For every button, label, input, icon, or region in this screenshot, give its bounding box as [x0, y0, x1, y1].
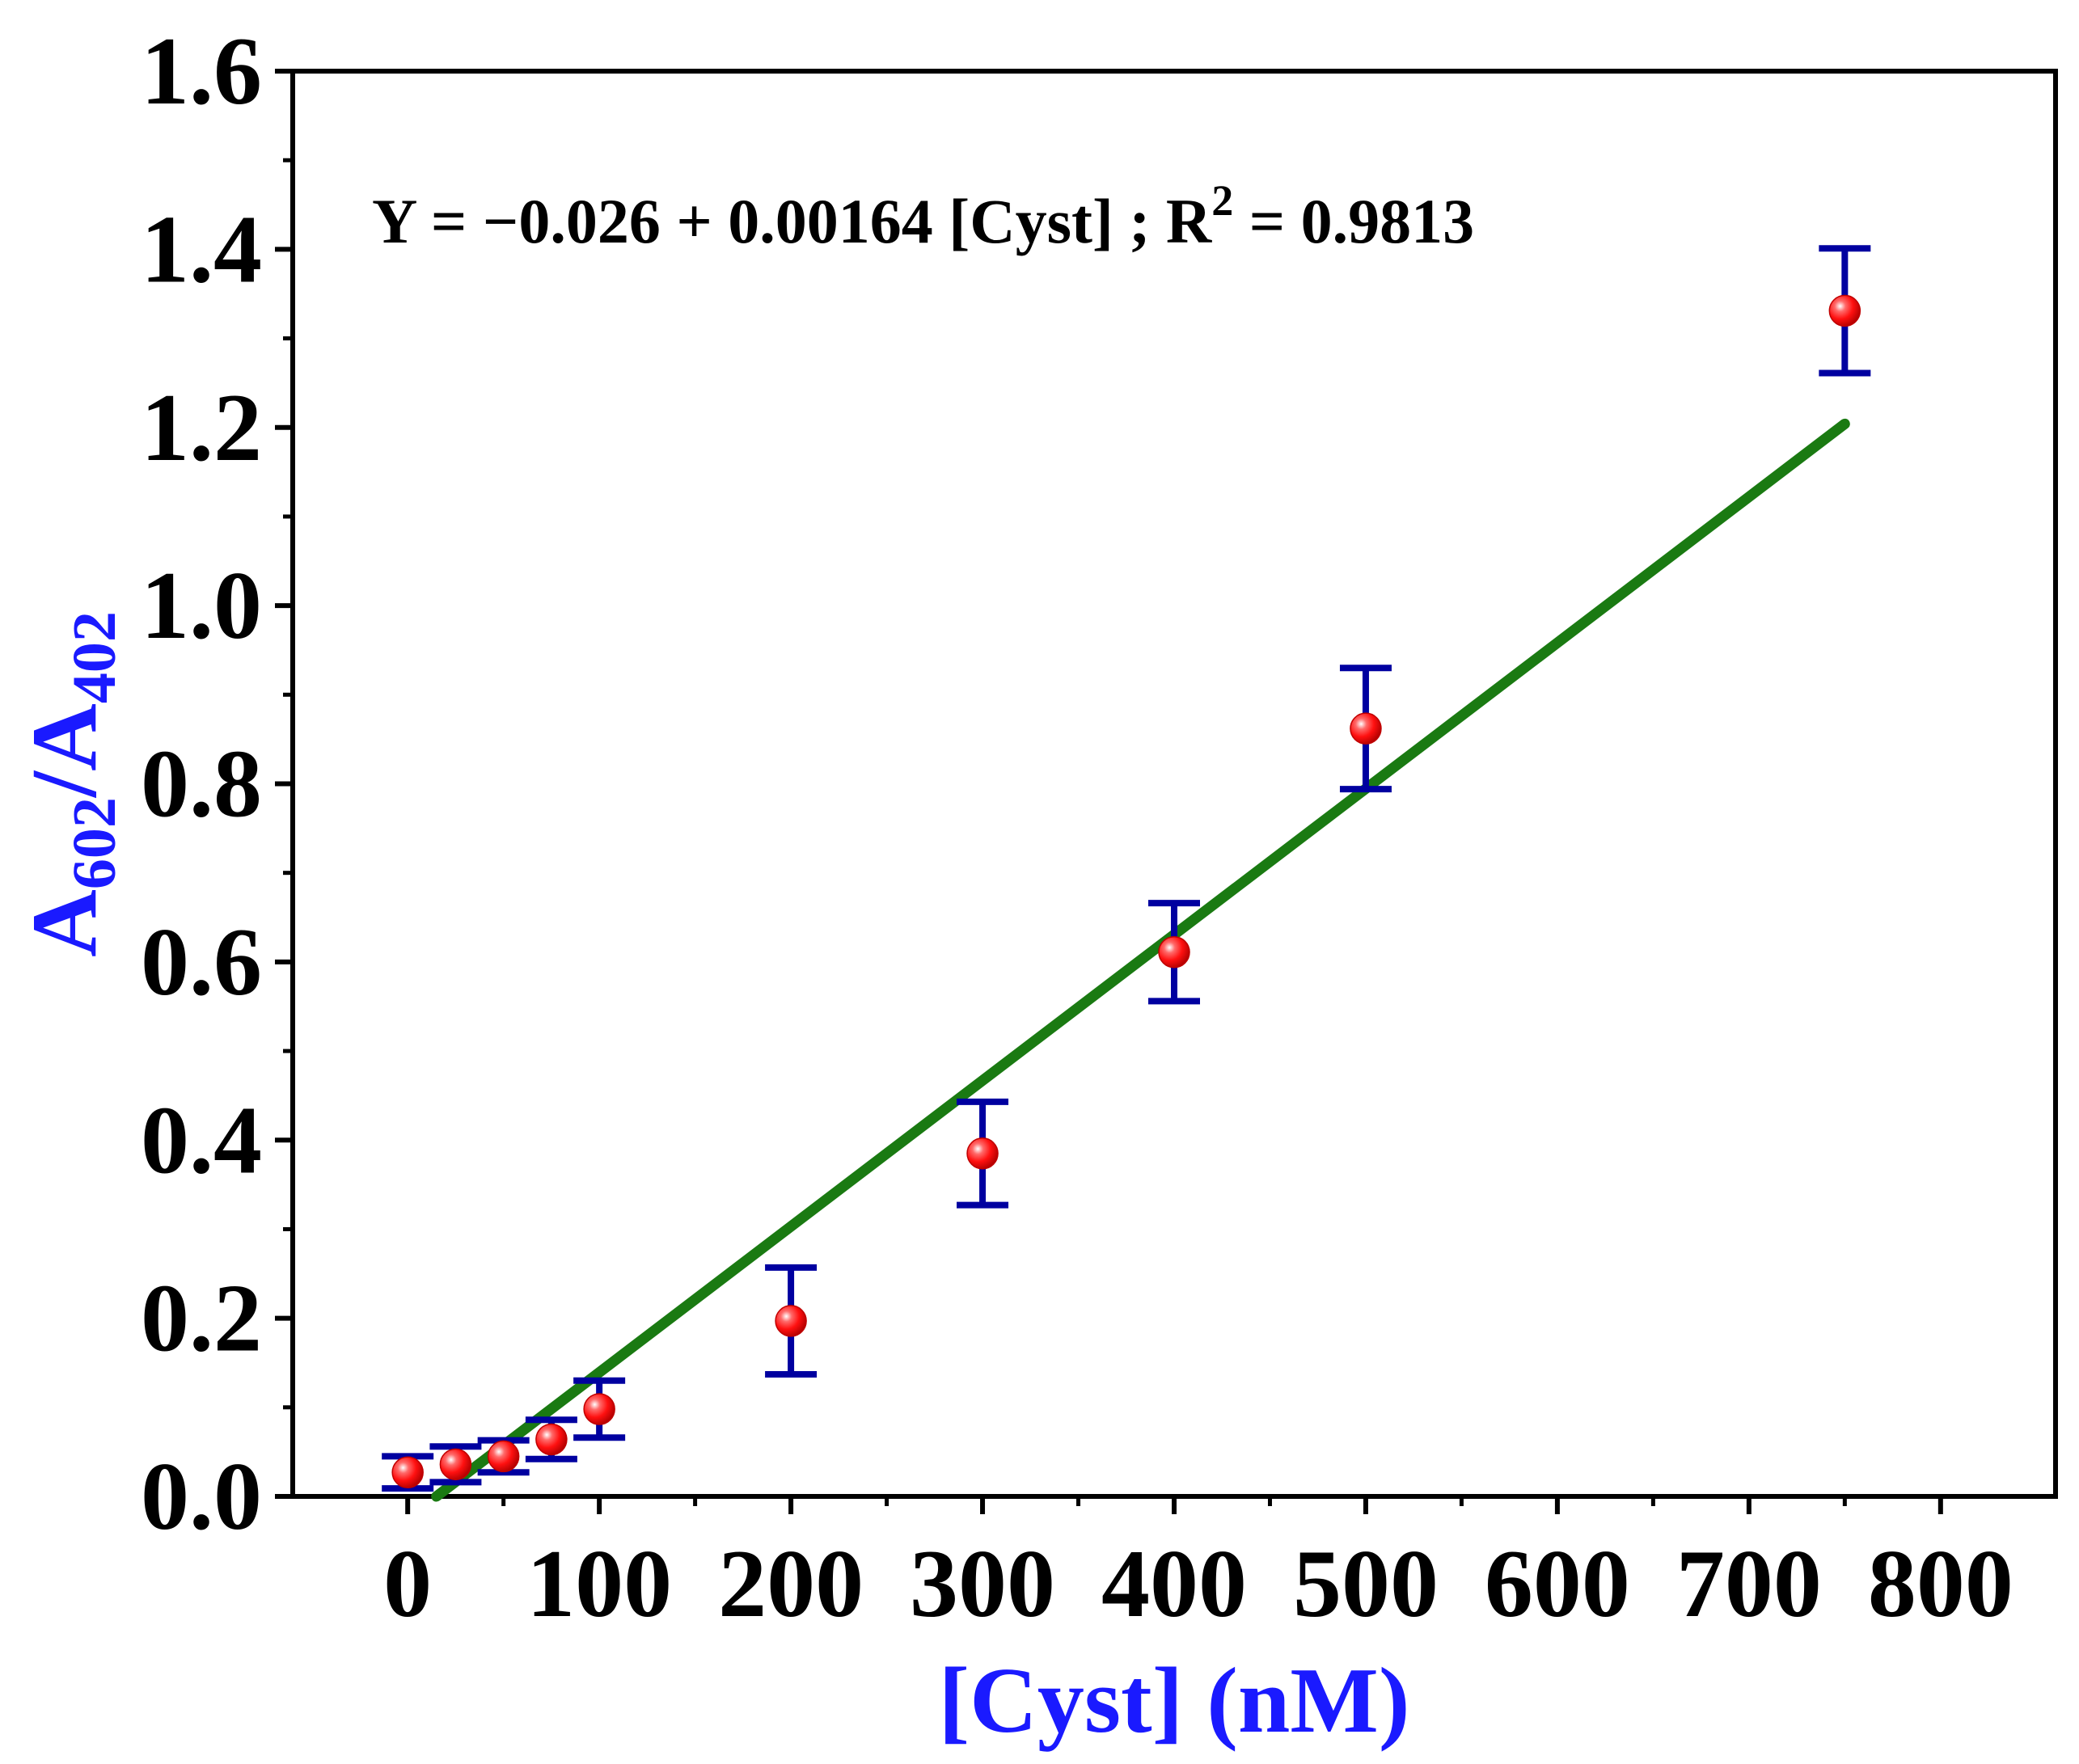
- x-tick-label: 0: [383, 1530, 432, 1637]
- data-point: [1350, 712, 1382, 745]
- data-point: [439, 1448, 472, 1481]
- y-tick-label: 1.6: [141, 17, 262, 124]
- y-tick-label: 1.4: [141, 195, 262, 302]
- data-point: [583, 1393, 615, 1425]
- fit-equation-prefix: Y =: [372, 186, 483, 256]
- data-point: [1158, 936, 1190, 969]
- y-tick-label: 0.6: [141, 908, 262, 1015]
- y-axis-title-sub1: 602: [61, 797, 129, 889]
- y-tick-label: 0.2: [141, 1264, 262, 1372]
- errorbar-layer: [382, 245, 1871, 1492]
- plot-frame: [290, 69, 2058, 1499]
- y-axis-title-sub2: 402: [61, 611, 129, 703]
- fit-line: [431, 418, 1850, 1502]
- x-tick-label: 700: [1676, 1530, 1822, 1637]
- fit-layer: [431, 418, 1850, 1502]
- x-axis-tick-labels: 0 100 200 300 400 500 600 700 800: [383, 1530, 2014, 1637]
- y-tick-label: 1.0: [141, 551, 262, 659]
- y-axis-title-slash: /: [13, 770, 116, 799]
- data-point: [535, 1423, 568, 1456]
- fit-equation-suffix: = 0.9813: [1233, 186, 1474, 256]
- x-axis-title: [Cyst] (nM): [938, 1649, 1409, 1753]
- data-point: [1828, 294, 1861, 327]
- y-axis-title-a1: A: [13, 889, 116, 957]
- data-point: [966, 1137, 999, 1170]
- x-tick-label: 600: [1485, 1530, 1630, 1637]
- y-tick-label: 0.8: [141, 730, 262, 838]
- marker-layer: [391, 294, 1861, 1488]
- x-tick-label: 300: [910, 1530, 1055, 1637]
- data-point: [391, 1456, 424, 1488]
- data-point: [487, 1440, 520, 1473]
- data-point: [775, 1305, 807, 1337]
- x-tick-label: 500: [1293, 1530, 1439, 1637]
- y-tick-label: 1.2: [141, 373, 262, 481]
- y-axis-ticks: [275, 69, 293, 1499]
- fit-equation: Y = −0.026 + 0.00164 [Cyst] ; R2 = 0.981…: [372, 176, 1474, 256]
- y-axis-title: A602/A402: [13, 611, 129, 957]
- y-axis-title-a2: A: [13, 703, 116, 771]
- y-tick-label: 0.4: [141, 1086, 262, 1193]
- fit-equation-body: −0.026 + 0.00164 [Cyst] ; R: [483, 186, 1213, 256]
- x-tick-label: 400: [1101, 1530, 1247, 1637]
- fit-equation-superscript: 2: [1211, 176, 1233, 225]
- y-axis-tick-labels: 0.0 0.2 0.4 0.6 0.8 1.0 1.2 1.4 1.6: [141, 17, 262, 1550]
- x-tick-label: 800: [1868, 1530, 2014, 1637]
- x-axis-ticks: [405, 1496, 1943, 1514]
- x-tick-label: 200: [718, 1530, 864, 1637]
- x-tick-label: 100: [526, 1530, 672, 1637]
- y-tick-label: 0.0: [141, 1442, 262, 1550]
